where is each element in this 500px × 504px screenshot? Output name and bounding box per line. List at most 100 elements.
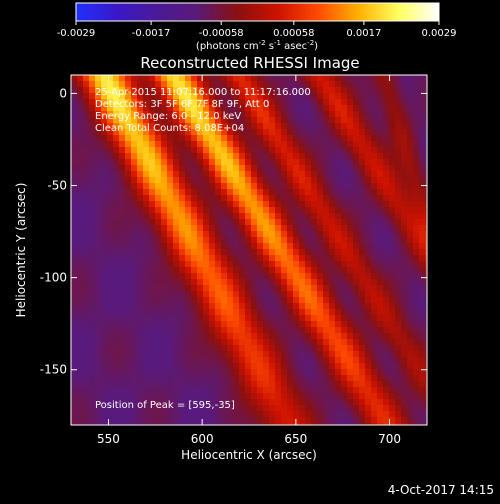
heatmap-cell (269, 321, 275, 327)
heatmap-cell (191, 387, 197, 393)
heatmap-cell (203, 99, 209, 105)
heatmap-cell (215, 153, 221, 159)
heatmap-cell (89, 315, 95, 321)
heatmap-cell (329, 225, 335, 231)
heatmap-cell (341, 177, 347, 183)
heatmap-cell (131, 123, 137, 129)
heatmap-cell (419, 291, 425, 297)
heatmap-cell (95, 207, 101, 213)
heatmap-cell (251, 105, 257, 111)
heatmap-cell (401, 381, 407, 387)
heatmap-cell (365, 117, 371, 123)
heatmap-cell (161, 219, 167, 225)
heatmap-cell (281, 351, 287, 357)
heatmap-cell (377, 165, 383, 171)
heatmap-cell (215, 405, 221, 411)
heatmap-cell (323, 111, 329, 117)
heatmap-cell (185, 159, 191, 165)
heatmap-cell (323, 297, 329, 303)
heatmap-cell (173, 327, 179, 333)
heatmap-cell (191, 225, 197, 231)
heatmap-cell (71, 291, 77, 297)
heatmap-cell (281, 405, 287, 411)
heatmap-cell (335, 171, 341, 177)
heatmap-cell (221, 309, 227, 315)
heatmap-cell (263, 177, 269, 183)
heatmap-cell (419, 231, 425, 237)
heatmap-cell (101, 213, 107, 219)
heatmap-cell (329, 321, 335, 327)
heatmap-cell (101, 393, 107, 399)
heatmap-cell (263, 141, 269, 147)
heatmap-cell (341, 123, 347, 129)
heatmap-cell (83, 129, 89, 135)
heatmap-cell (251, 381, 257, 387)
heatmap-cell (287, 297, 293, 303)
heatmap-cell (209, 261, 215, 267)
heatmap-cell (131, 219, 137, 225)
heatmap-cell (335, 303, 341, 309)
heatmap-cell (299, 255, 305, 261)
heatmap-cell (275, 189, 281, 195)
heatmap-cell (239, 351, 245, 357)
heatmap-cell (251, 135, 257, 141)
heatmap-cell (317, 129, 323, 135)
heatmap-cell (233, 393, 239, 399)
heatmap-cell (407, 87, 413, 93)
heatmap-cell (257, 357, 263, 363)
heatmap-cell (311, 291, 317, 297)
heatmap-cell (167, 189, 173, 195)
heatmap-cell (209, 291, 215, 297)
heatmap-cell (407, 117, 413, 123)
heatmap-cell (353, 351, 359, 357)
heatmap-cell (179, 315, 185, 321)
heatmap-cell (197, 129, 203, 135)
heatmap-cell (269, 105, 275, 111)
heatmap-cell (419, 369, 425, 375)
heatmap-cell (251, 375, 257, 381)
heatmap-cell (359, 369, 365, 375)
heatmap-cell (71, 135, 77, 141)
heatmap-cell (119, 249, 125, 255)
heatmap-cell (341, 189, 347, 195)
heatmap-cell (425, 123, 427, 129)
heatmap-cell (173, 261, 179, 267)
heatmap-cell (275, 147, 281, 153)
heatmap-cell (347, 165, 353, 171)
heatmap-cell (227, 135, 233, 141)
heatmap-cell (347, 189, 353, 195)
heatmap-cell (77, 207, 83, 213)
heatmap-cell (419, 411, 425, 417)
heatmap-cell (197, 99, 203, 105)
heatmap-cell (227, 201, 233, 207)
heatmap-cell (143, 147, 149, 153)
heatmap-cell (419, 279, 425, 285)
heatmap-cell (203, 243, 209, 249)
heatmap-cell (299, 399, 305, 405)
heatmap-cell (383, 189, 389, 195)
heatmap-cell (191, 297, 197, 303)
heatmap-cell (155, 369, 161, 375)
heatmap-cell (227, 171, 233, 177)
heatmap-cell (131, 213, 137, 219)
heatmap-cell (185, 273, 191, 279)
heatmap-cell (347, 237, 353, 243)
heatmap-cell (401, 297, 407, 303)
heatmap-cell (83, 255, 89, 261)
heatmap-cell (95, 369, 101, 375)
heatmap-cell (317, 177, 323, 183)
heatmap-cell (425, 81, 427, 87)
heatmap-cell (257, 315, 263, 321)
heatmap-cell (251, 183, 257, 189)
heatmap-cell (113, 327, 119, 333)
heatmap-cell (167, 345, 173, 351)
heatmap-cell (263, 315, 269, 321)
heatmap-cell (185, 333, 191, 339)
heatmap-cell (413, 87, 419, 93)
heatmap-cell (413, 207, 419, 213)
heatmap-cell (125, 399, 131, 405)
heatmap-cell (317, 423, 323, 425)
heatmap-cell (341, 99, 347, 105)
heatmap-cell (215, 327, 221, 333)
heatmap-cell (395, 327, 401, 333)
